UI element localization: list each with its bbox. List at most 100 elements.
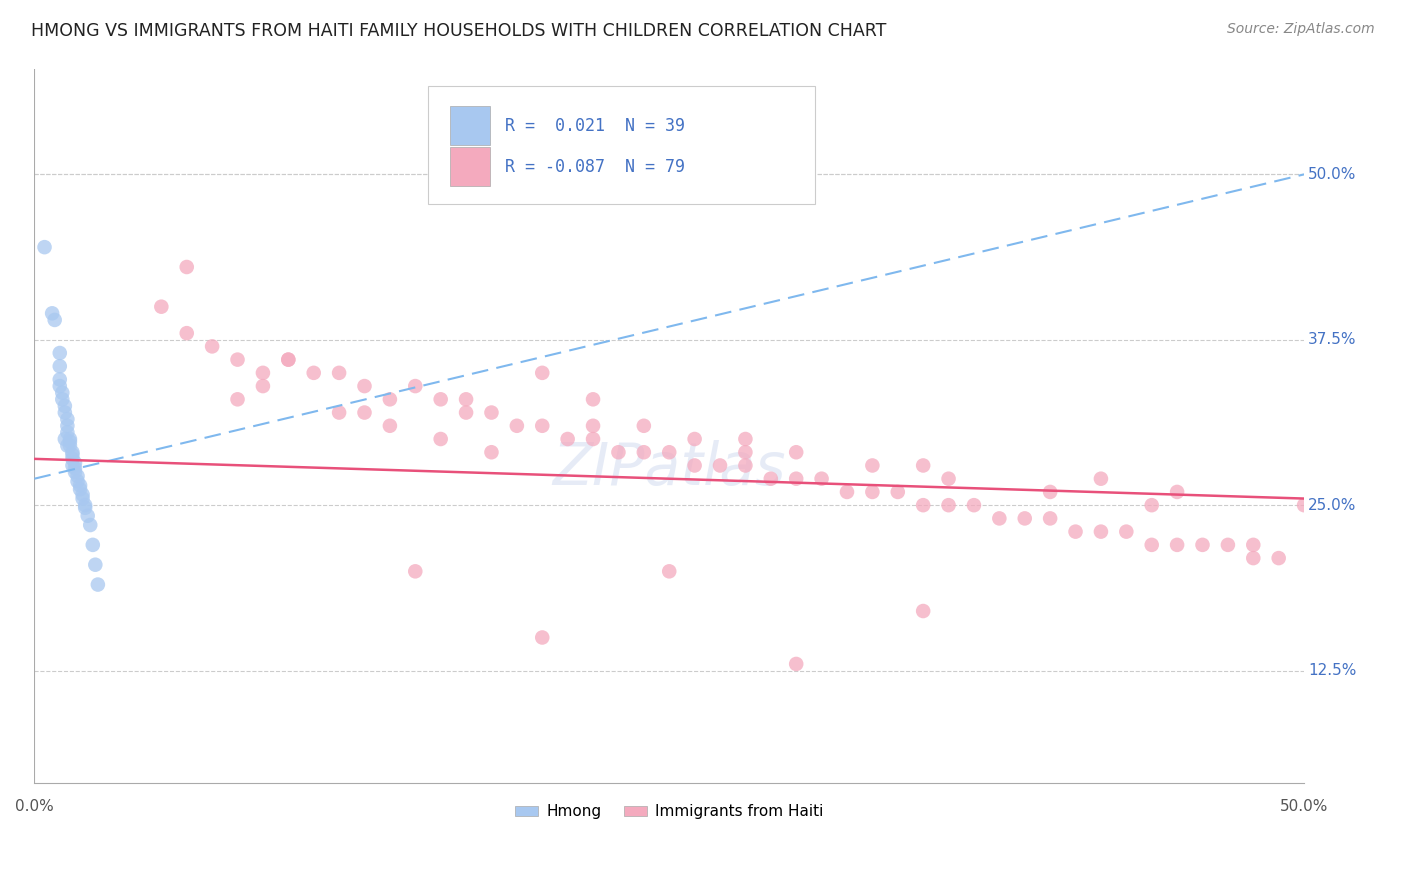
Point xyxy=(66,469,89,483)
Point xyxy=(582,392,605,407)
Text: ZIPatlas: ZIPatlas xyxy=(553,440,786,497)
Point xyxy=(63,465,86,479)
Point xyxy=(378,418,401,433)
Point xyxy=(76,508,98,523)
Point xyxy=(353,379,375,393)
Point xyxy=(557,432,579,446)
Point xyxy=(44,313,66,327)
Point xyxy=(56,439,79,453)
Text: Source: ZipAtlas.com: Source: ZipAtlas.com xyxy=(1227,22,1375,37)
Point xyxy=(531,631,554,645)
Point xyxy=(87,577,110,591)
Point xyxy=(531,418,554,433)
Bar xyxy=(450,147,491,186)
Point xyxy=(1241,538,1264,552)
Point xyxy=(252,366,274,380)
Point xyxy=(62,445,84,459)
FancyBboxPatch shape xyxy=(427,87,815,204)
Point xyxy=(633,418,655,433)
Point xyxy=(658,445,681,459)
Point xyxy=(328,366,350,380)
Point xyxy=(53,432,76,446)
Point xyxy=(328,405,350,419)
Point xyxy=(683,432,706,446)
Point xyxy=(353,405,375,419)
Point xyxy=(252,379,274,393)
Bar xyxy=(450,106,491,145)
Point xyxy=(785,472,807,486)
Point xyxy=(49,359,72,374)
Point xyxy=(79,518,101,533)
Point xyxy=(1267,551,1289,566)
Point xyxy=(1216,538,1239,552)
Point xyxy=(810,472,832,486)
Point xyxy=(82,538,104,552)
Point xyxy=(53,405,76,419)
Point xyxy=(404,379,426,393)
Point xyxy=(226,392,249,407)
Point xyxy=(1090,472,1112,486)
Point xyxy=(963,498,986,512)
Point xyxy=(481,445,503,459)
Point xyxy=(56,412,79,426)
Point xyxy=(404,565,426,579)
Point xyxy=(69,478,91,492)
Point xyxy=(1241,551,1264,566)
Point xyxy=(53,399,76,413)
Point xyxy=(1191,538,1213,552)
Point xyxy=(277,352,299,367)
Point xyxy=(1039,511,1062,525)
Point xyxy=(860,485,883,500)
Point xyxy=(176,260,198,274)
Point xyxy=(66,475,89,489)
Point xyxy=(72,491,94,506)
Point xyxy=(226,352,249,367)
Point xyxy=(69,483,91,497)
Point xyxy=(56,418,79,433)
Point xyxy=(506,418,529,433)
Point xyxy=(1014,511,1036,525)
Point xyxy=(454,392,477,407)
Point xyxy=(1294,498,1316,512)
Point xyxy=(454,405,477,419)
Point xyxy=(481,405,503,419)
Point xyxy=(785,445,807,459)
Point xyxy=(1166,538,1188,552)
Point xyxy=(835,485,858,500)
Point xyxy=(988,511,1011,525)
Point xyxy=(62,451,84,466)
Point xyxy=(607,445,630,459)
Point xyxy=(912,458,935,473)
Point xyxy=(49,379,72,393)
Legend: Hmong, Immigrants from Haiti: Hmong, Immigrants from Haiti xyxy=(509,798,830,825)
Point xyxy=(759,472,782,486)
Point xyxy=(277,352,299,367)
Point xyxy=(429,432,451,446)
Point xyxy=(938,472,960,486)
Point xyxy=(84,558,107,572)
Point xyxy=(734,432,756,446)
Point xyxy=(75,498,97,512)
Point xyxy=(582,432,605,446)
Point xyxy=(201,339,224,353)
Point xyxy=(63,461,86,475)
Point xyxy=(49,372,72,386)
Point xyxy=(1115,524,1137,539)
Text: 50.0%: 50.0% xyxy=(1308,167,1357,182)
Point xyxy=(1140,498,1163,512)
Point xyxy=(887,485,910,500)
Point xyxy=(59,439,82,453)
Point xyxy=(150,300,173,314)
Point xyxy=(1064,524,1087,539)
Point xyxy=(1039,485,1062,500)
Point xyxy=(860,458,883,473)
Point xyxy=(633,445,655,459)
Point xyxy=(683,458,706,473)
Point xyxy=(72,487,94,501)
Point xyxy=(912,604,935,618)
Point xyxy=(709,458,731,473)
Point xyxy=(734,445,756,459)
Text: 37.5%: 37.5% xyxy=(1308,333,1357,347)
Text: 25.0%: 25.0% xyxy=(1308,498,1357,513)
Point xyxy=(49,346,72,360)
